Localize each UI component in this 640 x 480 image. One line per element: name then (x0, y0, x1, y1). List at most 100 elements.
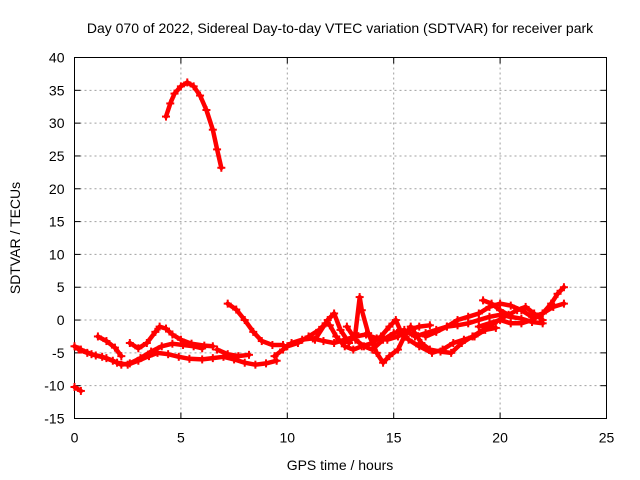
data-point (142, 339, 151, 348)
chart-title: Day 070 of 2022, Sidereal Day-to-day VTE… (87, 20, 594, 36)
data-point (262, 359, 271, 368)
data-point (359, 342, 368, 351)
data-point (234, 352, 243, 361)
data-point (521, 302, 530, 311)
data-point (155, 322, 164, 331)
data-point (268, 340, 277, 349)
grid (74, 57, 607, 419)
y-tick-label: -15 (44, 411, 64, 427)
data-point (496, 306, 505, 315)
series-arc-15 (479, 296, 547, 325)
data-point (176, 82, 185, 91)
plot-frame (74, 57, 607, 419)
data-point (479, 296, 488, 305)
data-point (364, 329, 373, 338)
series-arc-7 (213, 345, 253, 361)
data-point (249, 327, 258, 336)
data-point (213, 145, 222, 154)
data-point (504, 310, 513, 319)
series-arc-3 (74, 345, 281, 369)
data-point (332, 332, 341, 341)
data-point (208, 125, 217, 134)
data-point (174, 352, 183, 361)
data-point (151, 327, 160, 336)
data-point (183, 78, 192, 87)
data-point (270, 352, 279, 361)
data-point (83, 348, 92, 357)
data-point (223, 350, 232, 359)
y-tick-label: 25 (49, 148, 65, 164)
data-point (487, 299, 496, 308)
data-point (436, 347, 445, 356)
series-line (480, 298, 545, 323)
data-point (464, 312, 473, 321)
series-line (214, 347, 252, 359)
data-point (91, 351, 100, 360)
data-point (391, 316, 400, 325)
data-point (410, 332, 419, 341)
data-point (553, 289, 562, 298)
data-point (425, 321, 434, 330)
data-point (559, 299, 568, 308)
data-point (125, 339, 134, 348)
data-point (400, 325, 409, 334)
data-point (330, 339, 339, 348)
data-point (530, 309, 539, 318)
data-point (491, 323, 500, 332)
data-point (117, 352, 126, 361)
x-tick-label: 15 (386, 430, 402, 446)
data-point (185, 354, 194, 363)
y-tick-label: 10 (49, 246, 65, 262)
data-point (293, 339, 302, 348)
data-point (162, 324, 171, 333)
data-point (336, 325, 345, 334)
data-point (202, 106, 211, 115)
x-tick-label: 10 (280, 430, 296, 446)
data-point (457, 339, 466, 348)
data-point (198, 355, 207, 364)
x-axis-label: GPS time / hours (287, 457, 394, 473)
data-point (442, 322, 451, 331)
data-point (547, 299, 556, 308)
data-point (134, 356, 143, 365)
data-point (208, 342, 217, 351)
data-point (168, 339, 177, 348)
x-tick-label: 5 (177, 430, 185, 446)
data-point (372, 348, 381, 357)
data-point (340, 342, 349, 351)
data-point (93, 332, 102, 341)
data-point (496, 316, 505, 325)
data-point (351, 335, 360, 344)
data-point (468, 332, 477, 341)
data-point (355, 293, 364, 302)
data-point (528, 316, 537, 325)
data-point (474, 309, 483, 318)
data-point (144, 352, 153, 361)
data-point (453, 316, 462, 325)
data-point (176, 335, 185, 344)
data-point (449, 339, 458, 348)
data-point (134, 344, 143, 353)
data-point (325, 321, 334, 330)
data-point (485, 319, 494, 328)
series-arc-4 (93, 332, 126, 361)
data-point (196, 91, 205, 100)
series-line (476, 284, 567, 329)
series-arc-6 (162, 78, 226, 172)
data-point (432, 327, 441, 336)
data-point (279, 345, 288, 354)
data-point (283, 342, 292, 351)
y-tick-label: 35 (49, 82, 65, 98)
x-tick-label: 25 (599, 430, 615, 446)
data-point (123, 360, 132, 369)
data-point (385, 322, 394, 331)
data-point (379, 335, 388, 344)
data-point (102, 354, 111, 363)
data-point (506, 301, 515, 310)
data-point (389, 329, 398, 338)
data-point (385, 352, 394, 361)
data-point (110, 343, 119, 352)
data-point (474, 322, 483, 331)
data-point (200, 341, 209, 350)
